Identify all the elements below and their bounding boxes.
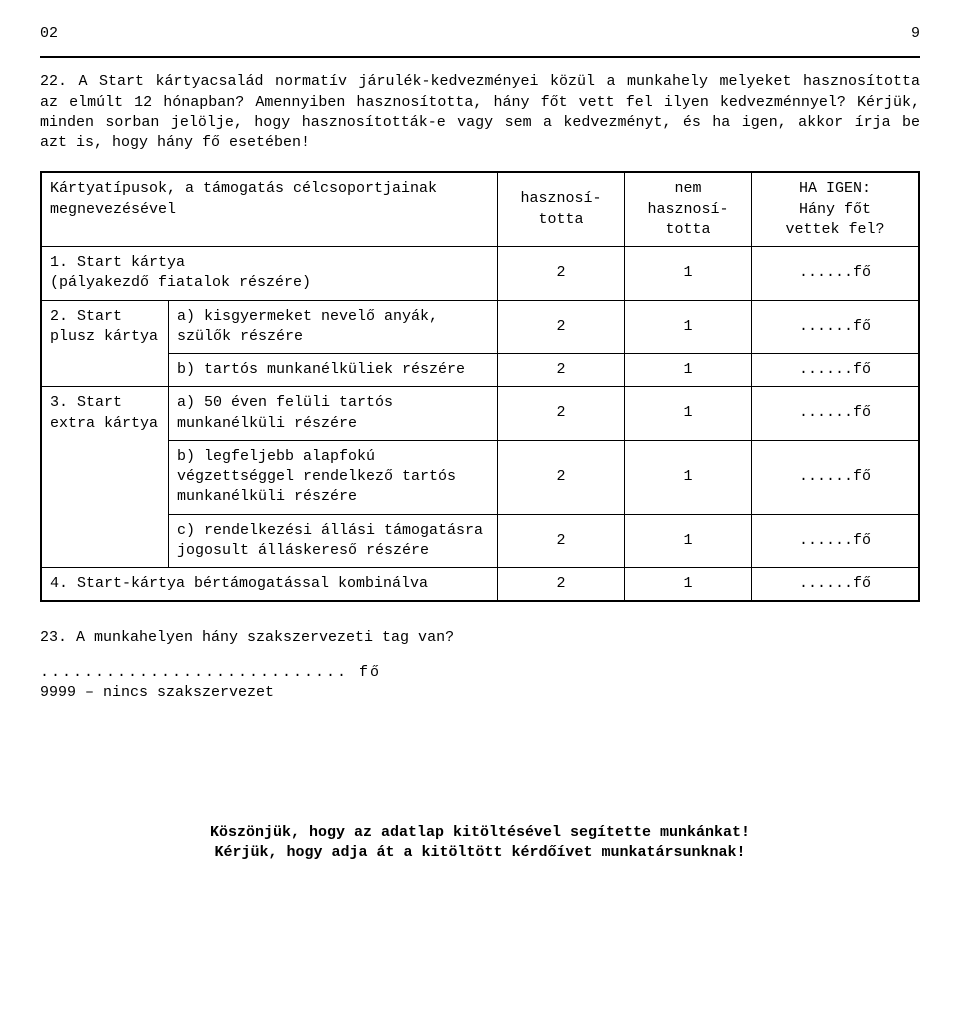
q22-col3: nem hasznosí- totta: [625, 172, 752, 246]
cell-yes: 2: [498, 300, 625, 354]
cell-fo: ......fő: [752, 440, 920, 514]
q22-r2a: a) kisgyermeket nevelő anyák, szülők rés…: [169, 300, 498, 354]
q23-text: 23. A munkahelyen hány szakszervezeti ta…: [40, 628, 920, 648]
cell-fo: ......fő: [752, 568, 920, 602]
q22-r3b: b) legfeljebb alapfokú végzettséggel ren…: [169, 440, 498, 514]
cell-fo: ......fő: [752, 354, 920, 387]
q22-text: 22. A Start kártyacsalád normatív járulé…: [40, 72, 920, 153]
table-row: b) tartós munkanélküliek részére 2 1 ...…: [41, 354, 919, 387]
page-header: 02 9: [40, 24, 920, 44]
table-row: 3. Start extra kártya a) 50 éven felüli …: [41, 387, 919, 441]
cell-no: 1: [625, 300, 752, 354]
cell-no: 1: [625, 247, 752, 301]
cell-yes: 2: [498, 247, 625, 301]
q22-r3-label: 3. Start extra kártya: [41, 387, 169, 568]
cell-yes: 2: [498, 568, 625, 602]
cell-no: 1: [625, 568, 752, 602]
page-number: 9: [911, 24, 920, 44]
cell-yes: 2: [498, 354, 625, 387]
cell-no: 1: [625, 440, 752, 514]
header-divider: [40, 56, 920, 58]
table-row: 1. Start kártya (pályakezdő fiatalok rés…: [41, 247, 919, 301]
cell-fo: ......fő: [752, 514, 920, 568]
q23-blank: ............................ fő: [40, 663, 920, 683]
q22-table: Kártyatípusok, a támogatás célcsoportjai…: [40, 171, 920, 602]
cell-fo: ......fő: [752, 247, 920, 301]
cell-yes: 2: [498, 440, 625, 514]
table-row: 2. Start plusz kártya a) kisgyermeket ne…: [41, 300, 919, 354]
cell-yes: 2: [498, 514, 625, 568]
q22-header-row: Kártyatípusok, a támogatás célcsoportjai…: [41, 172, 919, 246]
q22-r2-label: 2. Start plusz kártya: [41, 300, 169, 387]
q22-r3c: c) rendelkezési állási támogatásra jogos…: [169, 514, 498, 568]
q22-r1: 1. Start kártya (pályakezdő fiatalok rés…: [41, 247, 498, 301]
table-row: 4. Start-kártya bértámogatással kombinál…: [41, 568, 919, 602]
q22-col1: Kártyatípusok, a támogatás célcsoportjai…: [41, 172, 498, 246]
q22-col4: HA IGEN: Hány főt vettek fel?: [752, 172, 920, 246]
cell-no: 1: [625, 387, 752, 441]
footer-line1: Köszönjük, hogy az adatlap kitöltésével …: [40, 823, 920, 843]
cell-fo: ......fő: [752, 387, 920, 441]
q22-col2: hasznosí- totta: [498, 172, 625, 246]
doc-code: 02: [40, 24, 58, 44]
table-row: c) rendelkezési állási támogatásra jogos…: [41, 514, 919, 568]
cell-no: 1: [625, 354, 752, 387]
q22-r2b: b) tartós munkanélküliek részére: [169, 354, 498, 387]
q22-r4: 4. Start-kártya bértámogatással kombinál…: [41, 568, 498, 602]
q23-note: 9999 – nincs szakszervezet: [40, 683, 920, 703]
q22-r3a: a) 50 éven felüli tartós munkanélküli ré…: [169, 387, 498, 441]
footer: Köszönjük, hogy az adatlap kitöltésével …: [40, 823, 920, 864]
q23-block: 23. A munkahelyen hány szakszervezeti ta…: [40, 628, 920, 703]
table-row: b) legfeljebb alapfokú végzettséggel ren…: [41, 440, 919, 514]
page: 02 9 22. A Start kártyacsalád normatív j…: [0, 0, 960, 1017]
cell-no: 1: [625, 514, 752, 568]
cell-fo: ......fő: [752, 300, 920, 354]
footer-line2: Kérjük, hogy adja át a kitöltött kérdőív…: [40, 843, 920, 863]
cell-yes: 2: [498, 387, 625, 441]
